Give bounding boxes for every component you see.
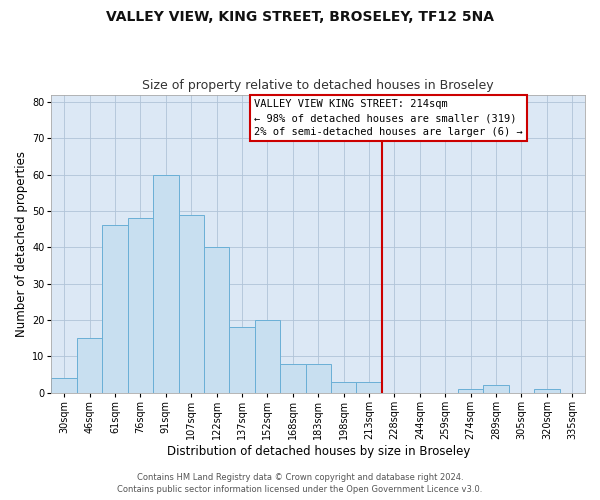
Bar [331, 382, 356, 392]
Text: VALLEY VIEW KING STREET: 214sqm
← 98% of detached houses are smaller (319)
2% of: VALLEY VIEW KING STREET: 214sqm ← 98% of… [254, 99, 523, 137]
Y-axis label: Number of detached properties: Number of detached properties [15, 150, 28, 336]
Bar [52, 378, 77, 392]
Bar [484, 386, 509, 392]
Bar [102, 226, 128, 392]
Bar [534, 389, 560, 392]
Text: VALLEY VIEW, KING STREET, BROSELEY, TF12 5NA: VALLEY VIEW, KING STREET, BROSELEY, TF12… [106, 10, 494, 24]
Bar [77, 338, 102, 392]
Bar [305, 364, 331, 392]
Bar [179, 214, 204, 392]
Text: Contains HM Land Registry data © Crown copyright and database right 2024.
Contai: Contains HM Land Registry data © Crown c… [118, 472, 482, 494]
Bar [458, 389, 484, 392]
Bar [356, 382, 382, 392]
Bar [280, 364, 305, 392]
Bar [153, 174, 179, 392]
Bar [255, 320, 280, 392]
Bar [128, 218, 153, 392]
Bar [204, 247, 229, 392]
X-axis label: Distribution of detached houses by size in Broseley: Distribution of detached houses by size … [167, 444, 470, 458]
Title: Size of property relative to detached houses in Broseley: Size of property relative to detached ho… [142, 79, 494, 92]
Bar [229, 327, 255, 392]
